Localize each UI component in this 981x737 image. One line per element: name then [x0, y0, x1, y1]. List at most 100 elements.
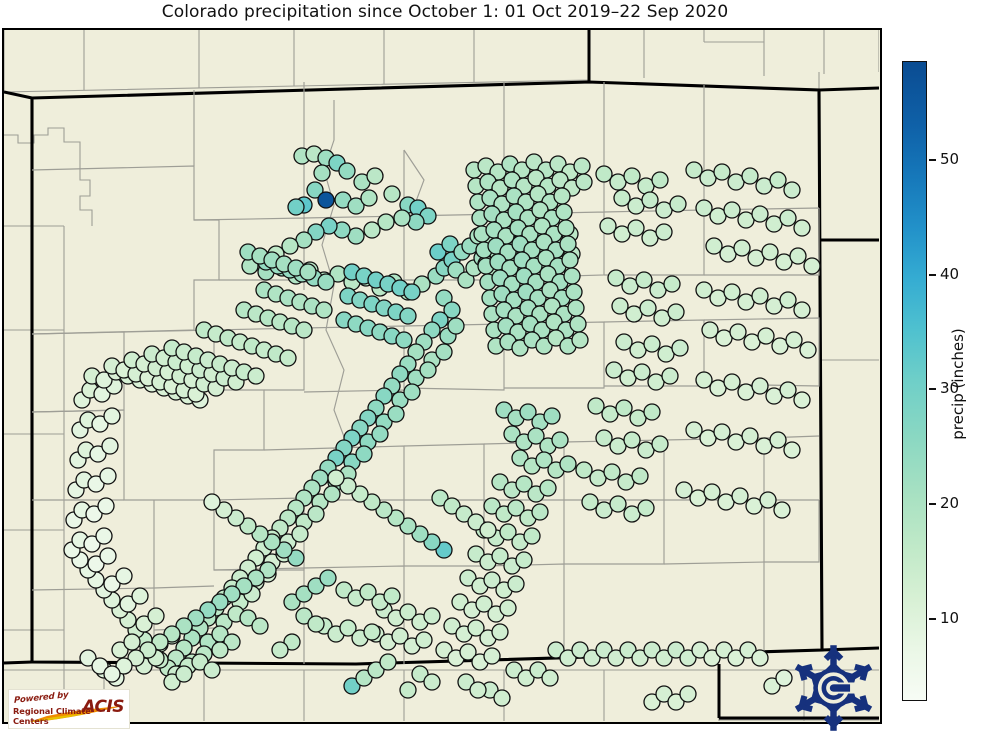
station-marker: [479, 521, 497, 539]
station-marker: [499, 523, 517, 541]
station-marker: [611, 297, 629, 315]
station-marker: [127, 649, 145, 667]
station-marker: [515, 551, 533, 569]
station-marker: [363, 623, 381, 641]
station-marker: [769, 431, 787, 449]
station-marker: [366, 167, 384, 185]
station-marker: [467, 619, 485, 637]
station-marker: [319, 569, 337, 587]
station-marker: [507, 499, 525, 517]
station-marker: [79, 649, 97, 667]
station-marker: [419, 361, 437, 379]
station-marker: [317, 191, 335, 209]
station-marker: [101, 437, 119, 455]
station-marker: [571, 331, 589, 349]
station-marker: [619, 641, 637, 659]
station-marker: [119, 595, 137, 613]
station-marker: [539, 479, 557, 497]
station-marker: [565, 283, 583, 301]
station-marker: [99, 467, 117, 485]
station-marker: [669, 195, 687, 213]
station-marker: [399, 603, 417, 621]
station-marker: [457, 271, 475, 289]
station-marker: [739, 641, 757, 659]
station-marker: [615, 399, 633, 417]
station-marker: [529, 661, 547, 679]
station-marker: [375, 387, 393, 405]
station-marker: [551, 431, 569, 449]
station-marker: [655, 685, 673, 703]
station-marker: [623, 167, 641, 185]
station-marker: [715, 641, 733, 659]
station-marker: [335, 581, 353, 599]
station-marker: [387, 509, 405, 527]
station-marker: [655, 649, 673, 667]
station-marker: [713, 423, 731, 441]
station-marker: [435, 541, 453, 559]
station-marker: [595, 165, 613, 183]
station-marker: [779, 209, 797, 227]
station-marker: [575, 173, 593, 191]
station-marker: [527, 427, 545, 445]
station-marker: [541, 669, 559, 687]
station-marker: [685, 161, 703, 179]
station-marker: [263, 533, 281, 551]
station-marker: [761, 243, 779, 261]
station-marker: [727, 649, 745, 667]
colorbar-tick-mark: [929, 503, 936, 505]
station-marker: [703, 649, 721, 667]
colorbar-tick-mark: [929, 274, 936, 276]
station-marker: [375, 501, 393, 519]
station-marker: [306, 181, 324, 199]
station-marker: [523, 527, 541, 545]
station-marker: [671, 339, 689, 357]
station-marker: [607, 649, 625, 667]
station-marker: [655, 223, 673, 241]
station-marker: [283, 633, 301, 651]
station-marker: [675, 481, 693, 499]
station-marker: [559, 235, 577, 253]
station-marker: [569, 315, 587, 333]
station-marker: [517, 669, 535, 687]
station-marker: [631, 467, 649, 485]
station-marker: [583, 649, 601, 667]
station-marker: [543, 407, 561, 425]
station-marker: [99, 547, 117, 565]
station-marker: [131, 587, 149, 605]
station-marker: [635, 271, 653, 289]
station-marker: [191, 653, 209, 671]
station-marker: [723, 283, 741, 301]
station-marker: [685, 421, 703, 439]
colorbar-tick-mark: [929, 388, 936, 390]
station-marker: [383, 185, 401, 203]
station-marker: [175, 665, 193, 683]
station-marker: [175, 617, 193, 635]
station-marker: [493, 689, 511, 707]
station-marker: [561, 251, 579, 269]
station-marker: [423, 673, 441, 691]
station-marker: [633, 363, 651, 381]
station-marker: [605, 361, 623, 379]
station-marker: [95, 527, 113, 545]
station-marker: [679, 685, 697, 703]
station-marker: [251, 525, 269, 543]
station-marker: [275, 541, 293, 559]
station-marker: [423, 533, 441, 551]
station-marker: [779, 291, 797, 309]
station-marker: [467, 545, 485, 563]
station-marker: [281, 237, 299, 255]
station-marker: [139, 641, 157, 659]
station-marker: [103, 407, 121, 425]
station-marker: [563, 267, 581, 285]
station-marker: [307, 577, 325, 595]
station-marker: [351, 485, 369, 503]
station-marker: [391, 627, 409, 645]
station-marker: [287, 198, 305, 216]
station-marker: [363, 221, 381, 239]
page-title: Colorado precipitation since October 1: …: [161, 2, 729, 22]
station-marker: [519, 403, 537, 421]
station-marker: [387, 405, 405, 423]
station-marker: [503, 425, 521, 443]
station-marker: [271, 641, 289, 659]
station-marker: [215, 501, 233, 519]
